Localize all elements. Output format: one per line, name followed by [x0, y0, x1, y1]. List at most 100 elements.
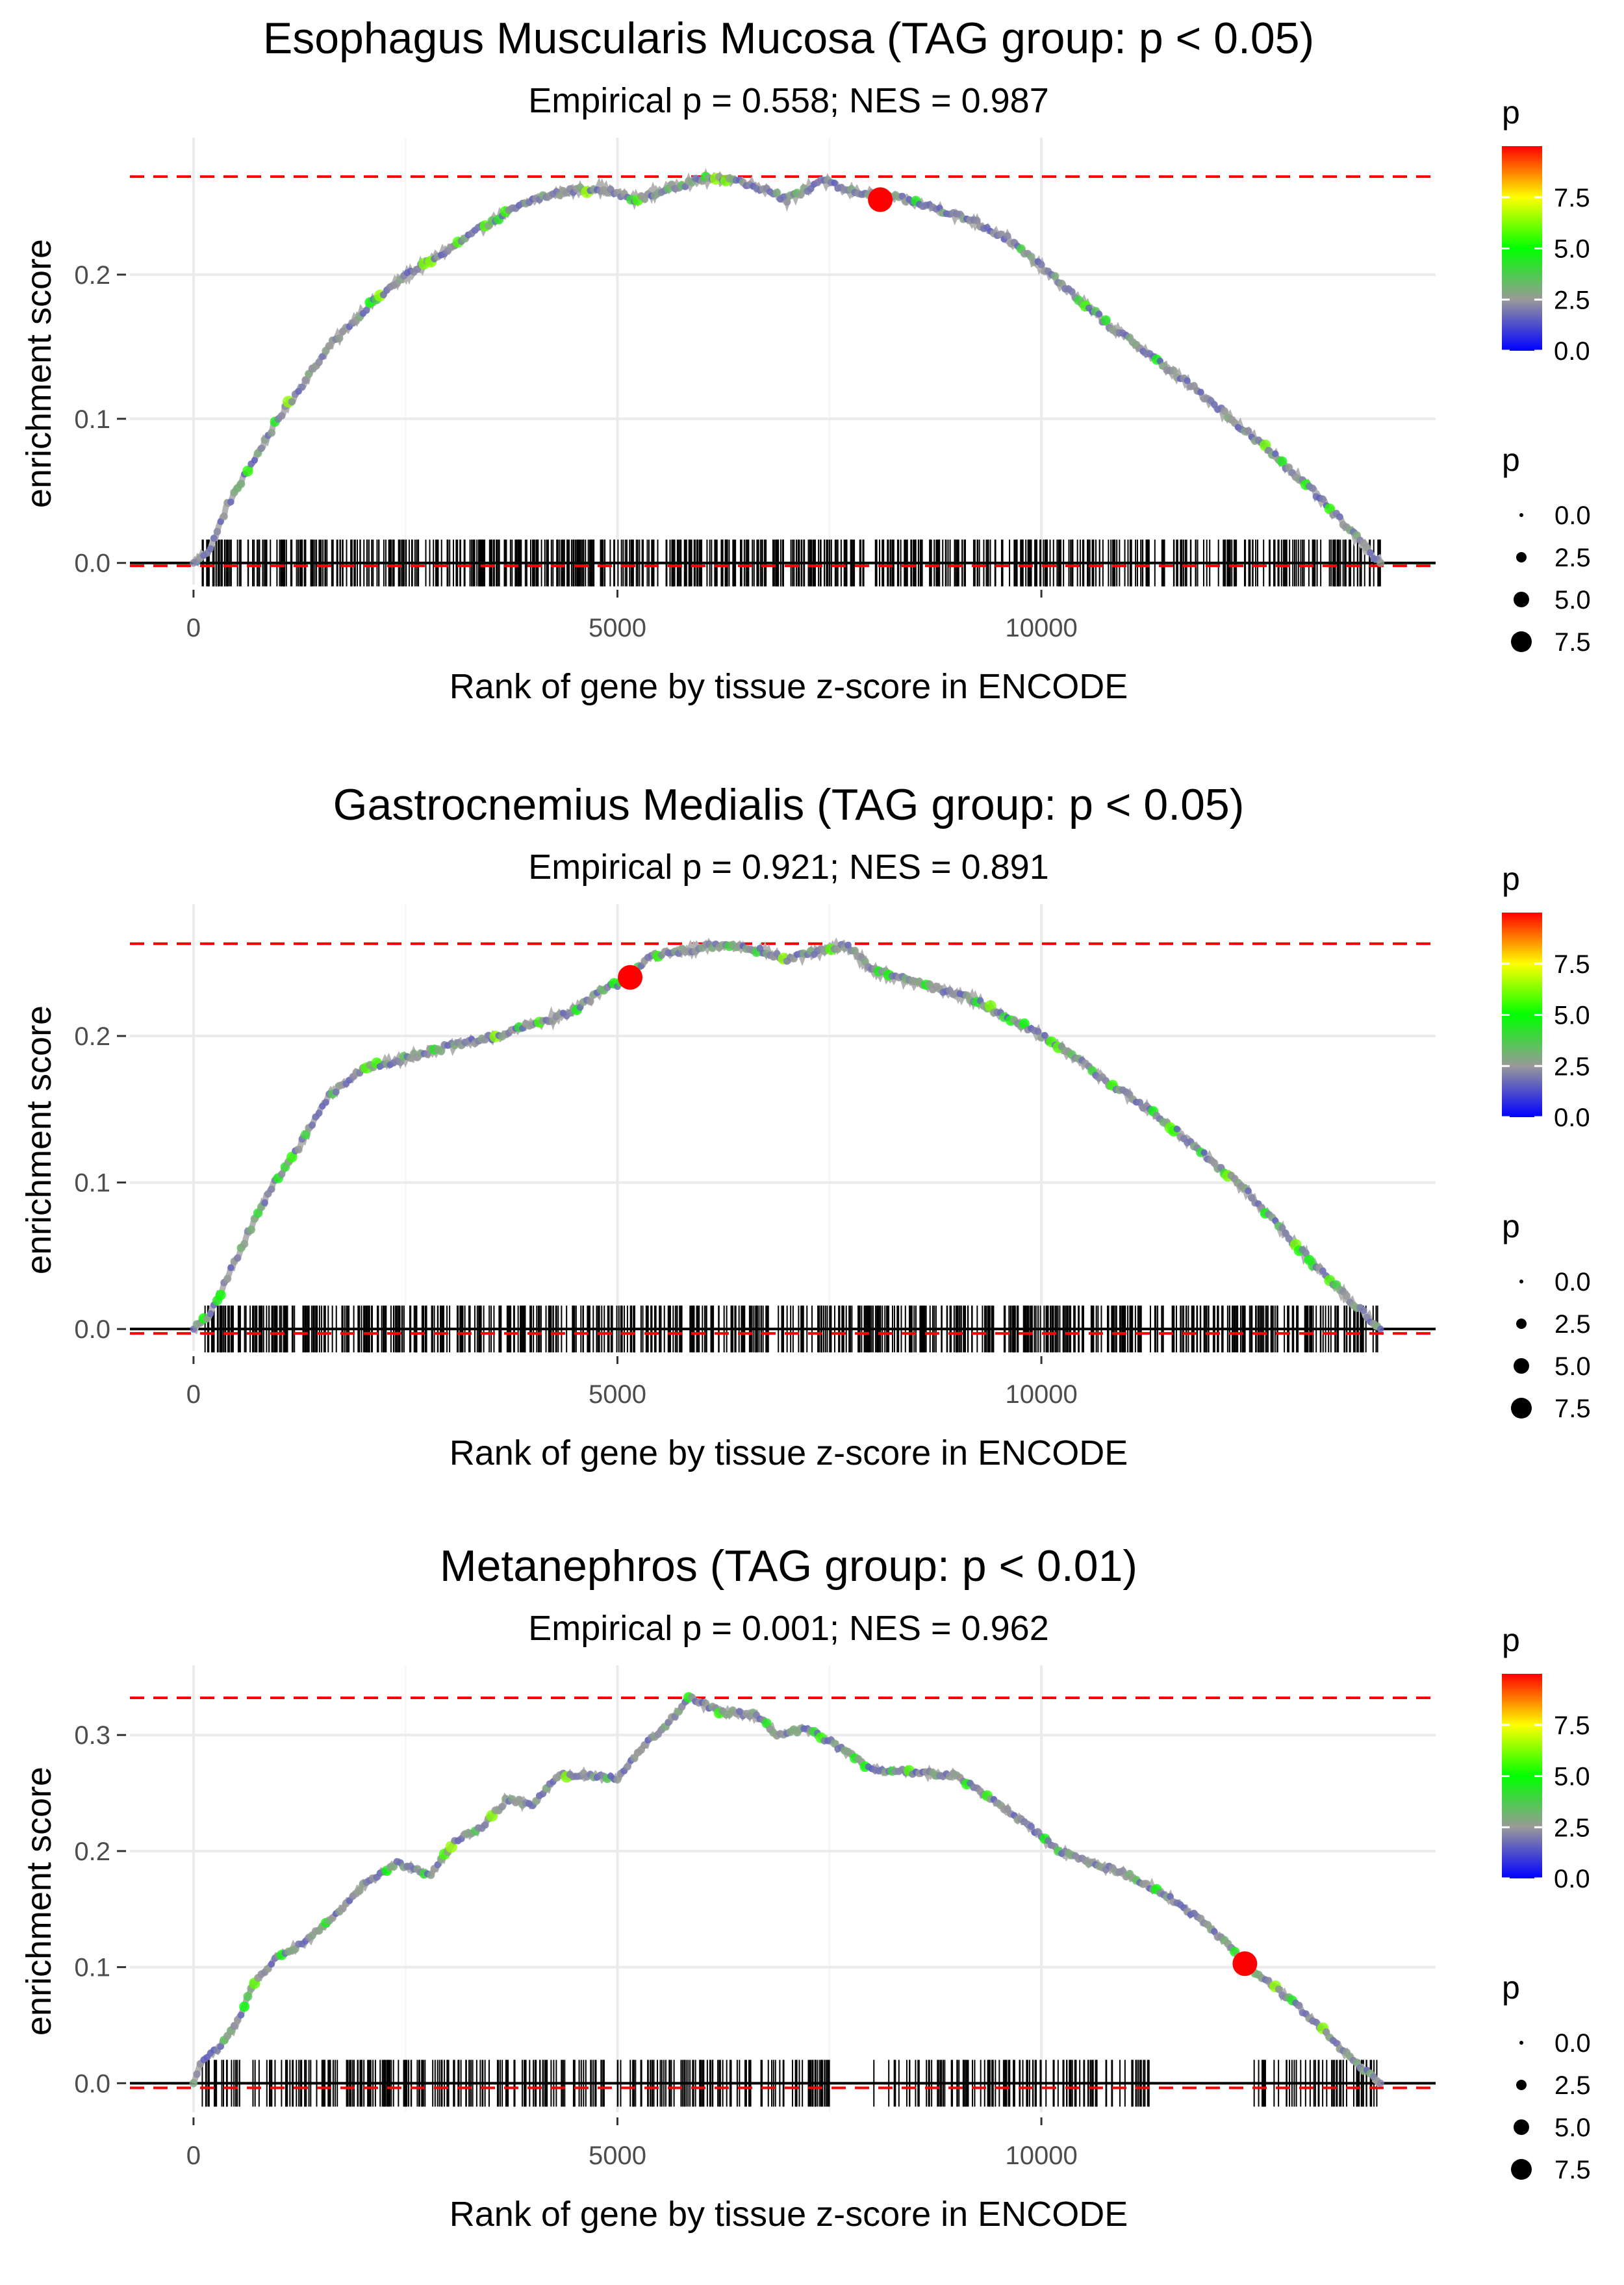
gene-point [434, 1861, 442, 1869]
gene-point [1167, 1893, 1174, 1900]
size-legend-key [1514, 592, 1529, 607]
gene-point [300, 1130, 311, 1140]
size-legend-label: 5.0 [1554, 586, 1591, 614]
gene-point [223, 1274, 232, 1283]
color-legend-title: p [1502, 861, 1520, 897]
axes: 0 5000 10000 0.0 0.1 0.2 [74, 261, 1077, 642]
gene-point [1244, 427, 1252, 435]
x-tick-label: 10000 [1005, 2141, 1077, 2170]
x-axis-title: Rank of gene by tissue z-score in ENCODE [450, 667, 1128, 706]
gene-point [1309, 485, 1317, 492]
size-legend-label: 2.5 [1554, 544, 1591, 572]
axes: 0 5000 10000 0.0 0.1 0.2 [74, 1022, 1077, 1409]
y-tick-label: 0.0 [74, 2069, 110, 2098]
gene-point [1197, 388, 1204, 396]
gene-point [1360, 1307, 1367, 1315]
color-legend-label: 5.0 [1554, 1763, 1590, 1791]
gene-point [1210, 1159, 1219, 1167]
gene-point [215, 1289, 226, 1300]
chart-subtitle: Empirical p = 0.921; NES = 0.891 [528, 848, 1048, 887]
size-legend-key [1511, 1398, 1532, 1419]
size-legend-title: p [1502, 1208, 1520, 1244]
gene-point [437, 1047, 446, 1055]
gene-point [1034, 1028, 1042, 1035]
size-legend-label: 2.5 [1554, 1310, 1591, 1339]
gene-point [1245, 1187, 1252, 1194]
gene-point [498, 1802, 506, 1811]
gene-point [318, 353, 326, 360]
gene-point [257, 444, 266, 453]
gsea-panel-1: Esophagus Muscularis Mucosa (TAG group: … [0, 0, 1624, 757]
legend: p p 0.0 2.5 5.0 7.5 0.0 2.5 5.0 7.5 [1502, 861, 1591, 1423]
color-legend-title: p [1502, 1622, 1520, 1658]
gene-point [294, 1145, 303, 1154]
color-legend-label: 5.0 [1554, 235, 1590, 264]
gene-point [286, 1152, 298, 1163]
gene-point [1302, 1249, 1310, 1257]
gene-point [315, 358, 323, 366]
legend: p p 0.0 2.5 5.0 7.5 0.0 2.5 5.0 7.5 [1502, 1622, 1591, 2184]
size-legend-label: 7.5 [1554, 1395, 1591, 1423]
size-legend-title: p [1502, 1969, 1520, 2006]
size-legend-label: 7.5 [1554, 2156, 1591, 2184]
size-legend-label: 0.0 [1554, 1268, 1591, 1296]
gene-point [1377, 559, 1385, 567]
y-axis-title: enrichment score [19, 239, 58, 508]
panel-2-svg: Gastrocnemius Medialis (TAG group: p < 0… [19, 780, 1591, 1472]
plot-area: 0 5000 10000 0.0 0.1 0.2 [74, 904, 1436, 1409]
gene-point [298, 383, 306, 391]
gene-point [973, 216, 981, 225]
size-legend-label: 7.5 [1554, 628, 1591, 657]
gene-point [227, 498, 235, 506]
x-axis-title: Rank of gene by tissue z-score in ENCODE [450, 1433, 1128, 1472]
gene-point [213, 527, 222, 536]
y-tick-label: 0.1 [74, 405, 110, 434]
x-tick-label: 5000 [589, 2141, 646, 2170]
gene-point [220, 512, 228, 521]
gene-point [1068, 288, 1076, 296]
color-legend-label: 7.5 [1554, 184, 1590, 212]
gene-point [242, 465, 253, 477]
gene-point [1336, 513, 1343, 521]
gene-point [193, 2070, 201, 2078]
gene-point [1184, 377, 1191, 385]
y-tick-label: 0.2 [74, 261, 110, 290]
gene-point [1050, 271, 1059, 281]
y-axis-title: enrichment score [19, 1767, 58, 2036]
color-legend-label: 7.5 [1554, 1711, 1590, 1740]
gene-point [230, 2022, 238, 2030]
gene-point [1282, 1229, 1289, 1237]
color-legend-label: 0.0 [1554, 1104, 1590, 1132]
gene-point [1136, 1098, 1144, 1106]
gene-point [1295, 2001, 1303, 2010]
gene-point [207, 1310, 214, 1318]
gene-point [898, 192, 906, 200]
y-tick-label: 0.1 [74, 1169, 110, 1198]
gene-point [1277, 456, 1288, 466]
y-tick-label: 0.2 [74, 1022, 110, 1051]
enrichment-line [192, 937, 1383, 1335]
gene-point [1100, 315, 1111, 325]
size-legend-key [1514, 2119, 1529, 2135]
color-legend-label: 0.0 [1554, 1865, 1590, 1893]
gene-point [239, 2001, 250, 2012]
gene-point [335, 334, 344, 343]
gene-point [1041, 1031, 1048, 1039]
color-legend-label: 5.0 [1554, 1002, 1590, 1030]
gsea-panel-3: Metanephros (TAG group: p < 0.01) Empiri… [0, 1528, 1624, 2285]
gene-point [1319, 495, 1327, 503]
panel-1-svg: Esophagus Muscularis Mucosa (TAG group: … [19, 14, 1591, 706]
gene-point [1278, 1224, 1286, 1232]
size-legend-key [1516, 1319, 1527, 1329]
gene-point [1210, 401, 1218, 409]
gene-point [630, 1754, 639, 1763]
gridlines [130, 904, 1436, 1351]
gene-point [234, 1254, 242, 1262]
gene-point [586, 997, 594, 1005]
gene-point [1377, 1325, 1384, 1333]
leading-edge-point [618, 965, 643, 990]
gene-point [237, 2012, 245, 2019]
x-tick-label: 0 [186, 1380, 201, 1409]
gene-point [251, 457, 259, 464]
